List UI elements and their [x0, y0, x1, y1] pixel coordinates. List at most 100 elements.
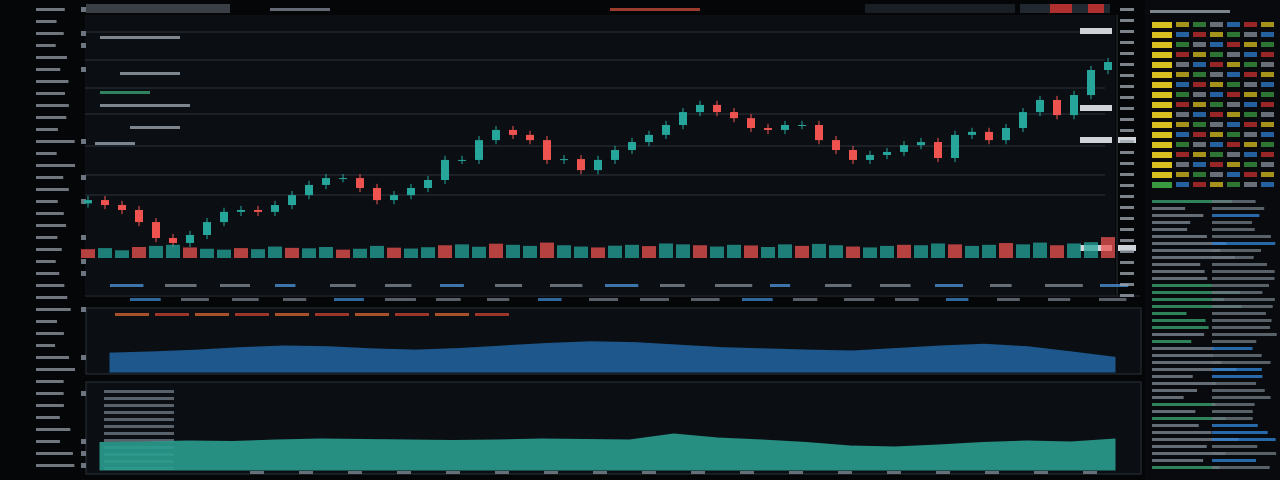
candle-body — [985, 131, 993, 141]
button[interactable] — [1088, 4, 1104, 13]
table-cell — [1244, 162, 1257, 167]
text-placeholder — [1152, 410, 1196, 413]
text-placeholder — [1212, 312, 1266, 315]
text-placeholder — [844, 298, 875, 301]
button[interactable] — [1050, 4, 1072, 13]
text-placeholder — [36, 164, 76, 167]
candle-body — [339, 178, 347, 180]
text-placeholder — [1120, 63, 1134, 66]
price-tag — [1118, 245, 1136, 251]
text-placeholder — [1152, 361, 1222, 364]
text-placeholder — [1152, 249, 1221, 252]
text-placeholder — [990, 284, 1012, 287]
table-cell — [1244, 92, 1257, 97]
table-cell — [1193, 52, 1206, 57]
table-cell — [1176, 52, 1189, 57]
table-cell — [1193, 122, 1206, 127]
volume-bar — [1067, 243, 1081, 258]
text-placeholder — [1212, 326, 1271, 329]
text-placeholder — [195, 313, 229, 316]
volume-bar — [421, 247, 435, 258]
text-placeholder — [1152, 277, 1208, 280]
text-placeholder — [104, 411, 174, 414]
candle-body — [288, 195, 296, 206]
volume-bar — [863, 247, 877, 258]
text-placeholder — [1045, 284, 1083, 287]
text-placeholder — [1212, 284, 1269, 287]
candle-body — [424, 180, 432, 188]
table-cell — [1261, 42, 1274, 47]
text-placeholder — [1212, 207, 1265, 210]
candle-body — [186, 235, 194, 243]
table-cell — [1193, 32, 1206, 37]
candle-body — [611, 150, 619, 160]
candle-body — [543, 140, 551, 160]
text-placeholder — [1212, 228, 1255, 231]
icon — [81, 259, 86, 264]
text-placeholder — [495, 284, 523, 287]
text-placeholder — [1083, 471, 1097, 474]
text-placeholder — [1212, 417, 1253, 420]
table-cell — [1244, 52, 1257, 57]
icon — [81, 463, 86, 468]
text-placeholder — [1152, 270, 1205, 273]
price-tag — [1080, 137, 1112, 143]
text-placeholder — [1120, 162, 1134, 165]
text-placeholder — [1152, 207, 1186, 210]
candle-body — [1053, 99, 1061, 116]
text-placeholder — [1212, 242, 1276, 245]
candle-body — [84, 200, 92, 204]
volume-bar — [625, 244, 639, 258]
table-cell — [1227, 52, 1240, 57]
text-placeholder — [36, 8, 65, 11]
table-cell — [1152, 132, 1172, 138]
volume-bar — [285, 247, 299, 258]
text-placeholder — [487, 298, 510, 301]
table-cell — [1152, 72, 1172, 78]
table-cell — [1193, 142, 1206, 147]
text-placeholder — [36, 356, 69, 359]
text-placeholder — [1152, 319, 1206, 322]
volume-bar — [693, 245, 707, 258]
price-tag — [1080, 28, 1112, 34]
text-placeholder — [589, 298, 619, 301]
area — [109, 341, 1116, 373]
text-placeholder — [997, 298, 1020, 301]
candle-body — [135, 209, 143, 223]
text-placeholder — [232, 298, 259, 301]
text-placeholder — [1212, 466, 1270, 469]
text-placeholder — [36, 416, 60, 419]
text-placeholder — [1120, 151, 1134, 154]
volume-bar — [81, 249, 95, 258]
candle-body — [322, 178, 330, 185]
text-placeholder — [446, 471, 460, 474]
candle-body — [577, 159, 585, 171]
volume-bar — [268, 246, 282, 258]
volume-bar — [591, 247, 605, 258]
text-placeholder — [1120, 41, 1134, 44]
text-placeholder — [1048, 298, 1071, 301]
table-cell — [1261, 62, 1274, 67]
table-cell — [1210, 182, 1223, 187]
volume-bar — [387, 247, 401, 258]
candle-body — [849, 150, 857, 160]
icon — [81, 391, 86, 396]
text-placeholder — [36, 452, 73, 455]
text-placeholder — [793, 298, 818, 301]
text-placeholder — [1120, 107, 1134, 110]
text-placeholder — [1152, 382, 1217, 385]
text-placeholder — [1152, 368, 1237, 371]
text-placeholder — [36, 380, 64, 383]
text-placeholder — [642, 471, 656, 474]
table-cell — [1152, 182, 1172, 188]
text-placeholder — [36, 260, 56, 263]
text-placeholder — [1152, 424, 1199, 427]
text-placeholder — [36, 140, 75, 143]
text-placeholder — [155, 313, 189, 316]
text-placeholder — [1120, 85, 1134, 88]
icon — [81, 271, 86, 276]
text-placeholder — [1212, 445, 1258, 448]
text-placeholder — [36, 32, 64, 35]
text-placeholder — [36, 152, 57, 155]
table-cell — [1193, 182, 1206, 187]
